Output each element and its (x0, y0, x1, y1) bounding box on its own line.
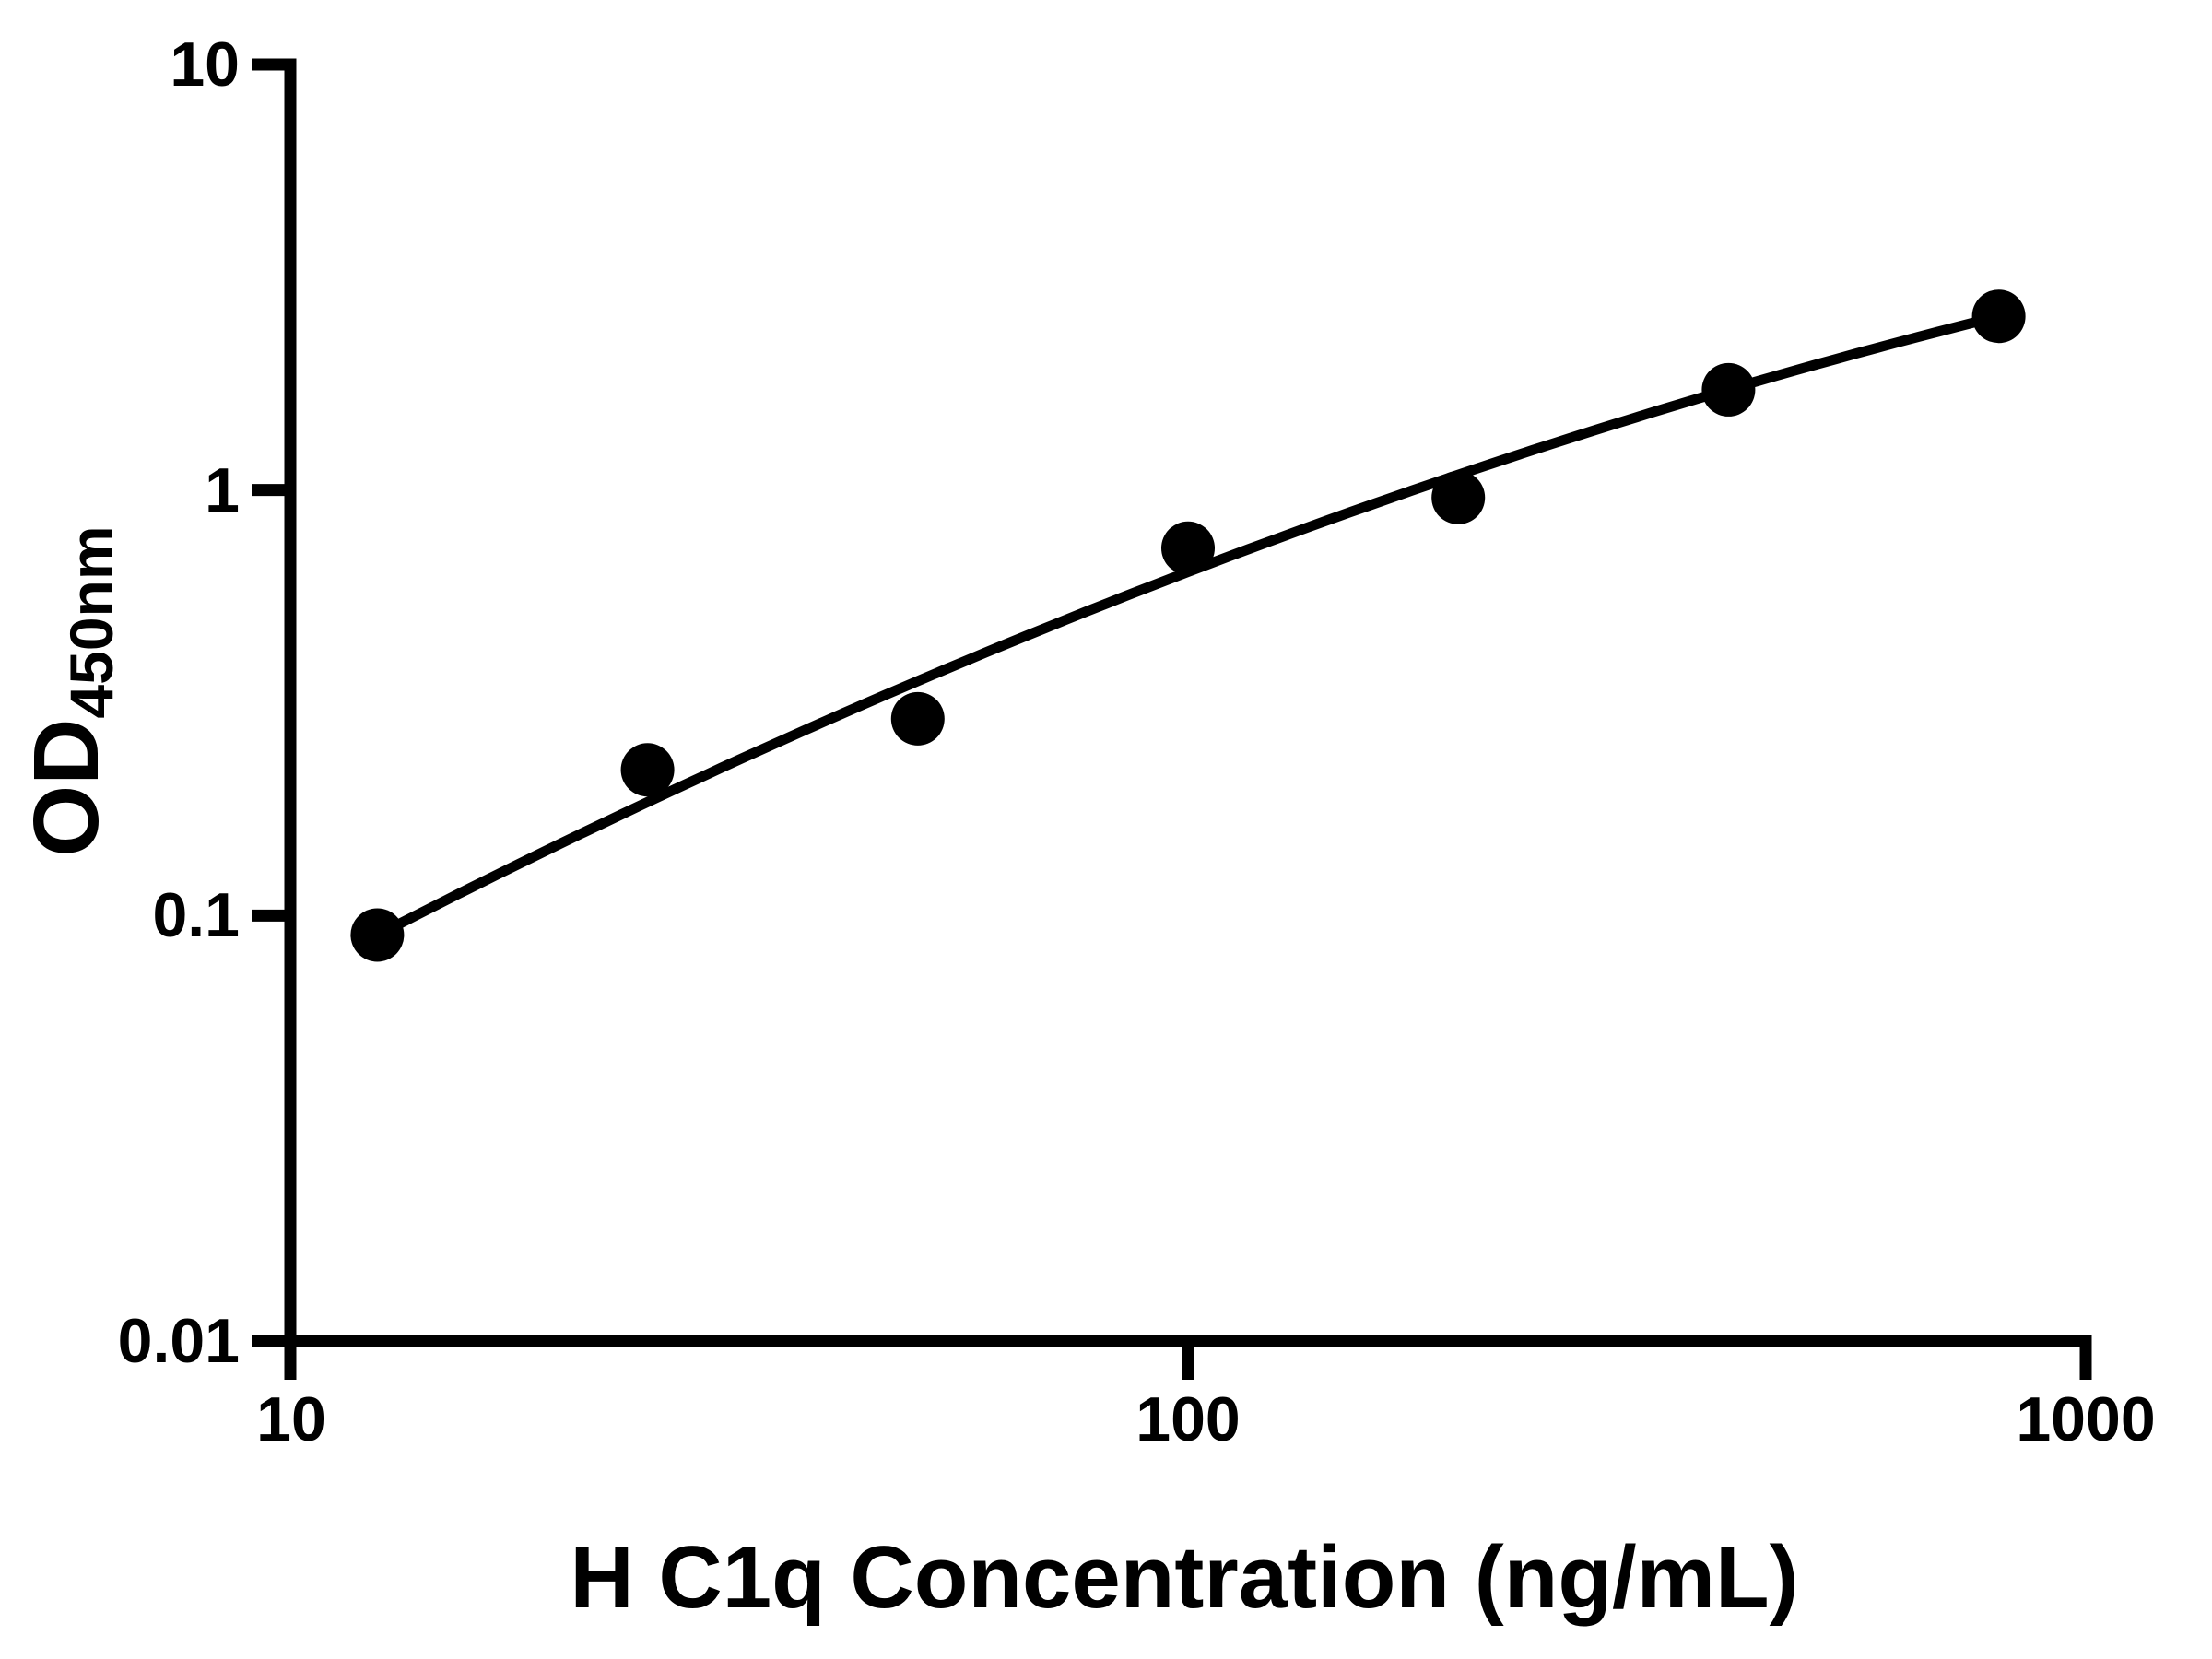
data-point-400 (1701, 362, 1756, 417)
trend-line (371, 311, 2005, 941)
y-tick-label-1: 1 (205, 455, 240, 525)
x-tick-label-1000: 1000 (2016, 1384, 2156, 1454)
data-point-100 (1161, 521, 1215, 575)
y-axis-title: OD450nm (15, 525, 125, 856)
y-axis-title-main: OD (15, 718, 118, 857)
data-point-800 (1971, 289, 2026, 344)
y-tick-label-0.1: 0.1 (152, 880, 240, 950)
data-point-200 (1431, 470, 1486, 524)
x-tick-label-10: 10 (256, 1384, 326, 1454)
x-tick-label-100: 100 (1135, 1384, 1241, 1454)
y-tick-label-10: 10 (170, 29, 240, 100)
y-axis-title-subscript: 450nm (57, 525, 125, 719)
data-point-50 (890, 691, 945, 746)
x-axis-title: H C1q Concentration (ng/mL) (570, 1528, 1799, 1627)
data-point-25 (620, 743, 675, 797)
data-point-12.5 (350, 908, 405, 962)
y-tick-label-0.01: 0.01 (117, 1306, 240, 1376)
